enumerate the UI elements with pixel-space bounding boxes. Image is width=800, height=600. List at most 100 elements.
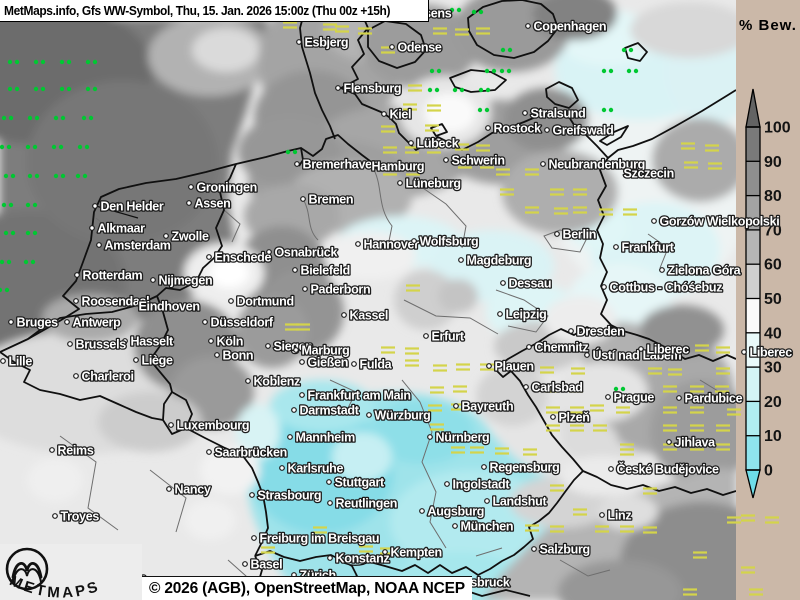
city-name: Saarbrücken xyxy=(215,446,287,460)
city-label: Reutlingen xyxy=(327,495,399,512)
city-label: Enschede xyxy=(206,249,273,266)
city-name: Landshut xyxy=(493,495,548,509)
fog-icon xyxy=(693,551,707,559)
drizzle-icon xyxy=(25,202,38,208)
city-name: Chemnitz xyxy=(535,341,589,355)
city-label: Düsseldorf xyxy=(202,314,276,331)
city-name: Nijmegen xyxy=(159,274,213,288)
city-name: Siegen xyxy=(274,340,313,354)
city-name: Dessau xyxy=(509,277,552,291)
fog-icon xyxy=(546,406,560,414)
city-marker-icon xyxy=(397,180,403,186)
city-name: Greifswald xyxy=(553,124,614,138)
drizzle-icon xyxy=(23,259,36,265)
copyright-links[interactable]: © 2026 (AGB), OpenStreetMap, NOAA NCEP xyxy=(149,579,465,597)
fog-icon xyxy=(571,367,585,375)
city-label: Koblenz xyxy=(245,373,302,390)
city-label: Stralsund xyxy=(522,105,587,122)
fog-icon xyxy=(283,21,297,29)
city-label: Karlsruhe xyxy=(279,460,345,477)
city-marker-icon xyxy=(351,361,357,367)
city-label: Nancy xyxy=(166,481,212,498)
city-marker-icon xyxy=(408,140,414,146)
city-marker-icon xyxy=(443,157,449,163)
city-label: Fulda xyxy=(351,356,394,373)
fog-icon xyxy=(590,404,604,412)
city-marker-icon xyxy=(608,466,614,472)
metmaps-logo-text: METMAPS xyxy=(7,572,100,600)
city-marker-icon xyxy=(92,203,98,209)
fog-icon xyxy=(593,424,607,432)
city-name: Copenhagen xyxy=(534,20,607,34)
city-marker-icon xyxy=(382,549,388,555)
city-name: Enschede xyxy=(215,251,272,265)
fog-icon xyxy=(455,28,469,36)
drizzle-icon xyxy=(85,59,98,65)
city-name: Liberec xyxy=(750,346,793,360)
fog-icon xyxy=(408,84,422,92)
city-label: Mannheim xyxy=(287,429,357,446)
city-label: Troyes xyxy=(52,508,101,525)
city-marker-icon xyxy=(427,434,433,440)
fog-icon xyxy=(749,588,763,596)
drizzle-icon xyxy=(81,115,94,121)
city-marker-icon xyxy=(89,225,95,231)
city-label: Bremen xyxy=(300,191,355,208)
fog-icon xyxy=(523,448,537,456)
city-label: Lüneburg xyxy=(397,175,462,192)
city-marker-icon xyxy=(544,127,550,133)
city-label: Strasbourg xyxy=(249,487,323,504)
fog-icon xyxy=(573,188,587,196)
fog-icon xyxy=(456,363,470,371)
city-name: Brussels xyxy=(76,338,127,352)
city-label: Berlin xyxy=(554,226,598,243)
drizzle-icon xyxy=(0,287,10,293)
city-name: Stuttgart xyxy=(335,476,386,490)
city-marker-icon xyxy=(355,241,361,247)
city-label: Carlsbad xyxy=(523,379,584,396)
city-label: Bonn xyxy=(214,347,255,364)
drizzle-icon xyxy=(449,7,462,13)
fog-icon xyxy=(405,347,419,355)
city-label: Landshut xyxy=(484,493,549,510)
city-name: Leipzig xyxy=(506,308,547,322)
city-marker-icon xyxy=(444,481,450,487)
city-marker-icon xyxy=(638,346,644,352)
fog-icon xyxy=(458,161,472,169)
city-label: Leipzig xyxy=(497,306,548,323)
colorbar-title-text: % Bew. xyxy=(739,17,797,34)
drizzle-icon xyxy=(613,386,626,392)
city-marker-icon xyxy=(74,272,80,278)
city-label: Stuttgart xyxy=(326,474,387,491)
fog-icon xyxy=(296,323,310,331)
city-marker-icon xyxy=(249,492,255,498)
fog-icon xyxy=(540,366,554,374)
fog-icon xyxy=(643,487,657,495)
drizzle-icon xyxy=(601,68,614,74)
city-label: Bayreuth xyxy=(453,398,515,415)
city-marker-icon xyxy=(584,352,590,358)
fog-icon xyxy=(668,368,682,376)
city-marker-icon xyxy=(245,378,251,384)
fog-icon xyxy=(406,284,420,292)
fog-icon xyxy=(663,385,677,393)
city-name: Troyes xyxy=(61,510,100,524)
drizzle-icon xyxy=(33,86,46,92)
fog-icon xyxy=(480,161,494,169)
city-name: Reims xyxy=(58,444,94,458)
city-label: Eindhoven xyxy=(137,298,201,315)
city-name: Mannheim xyxy=(296,431,356,445)
city-marker-icon xyxy=(291,407,297,413)
colorbar-tick-label: 10 xyxy=(764,428,782,445)
fog-icon xyxy=(690,424,704,432)
colorbar-tick-label: 50 xyxy=(764,291,782,308)
fog-icon xyxy=(648,367,662,375)
city-label: Nürnberg xyxy=(427,429,491,446)
city-name: Plauen xyxy=(495,360,534,374)
fog-icon xyxy=(595,525,609,533)
drizzle-icon xyxy=(471,9,484,15)
city-marker-icon xyxy=(531,546,537,552)
fog-icon xyxy=(359,545,373,553)
drizzle-icon xyxy=(621,47,634,53)
